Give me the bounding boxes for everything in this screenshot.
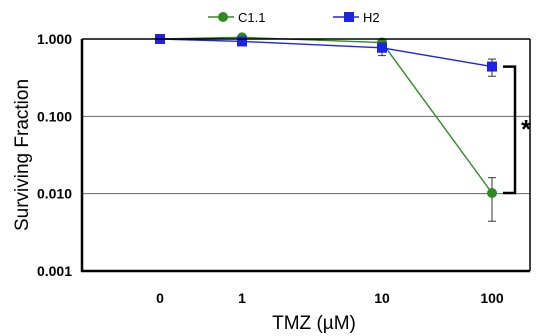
series-line <box>159 36 493 194</box>
x-tick-label: 100 <box>480 290 504 306</box>
legend: C1.1 H2 <box>208 10 380 25</box>
significance-bracket: * <box>503 65 532 195</box>
data-point <box>487 61 497 72</box>
x-tick-label: 10 <box>374 290 390 306</box>
significance-star: * <box>521 114 532 144</box>
y-tick-labels: 1.000 0.100 0.010 0.001 <box>37 31 72 279</box>
series-line <box>159 38 493 68</box>
legend-label: C1.1 <box>238 10 265 25</box>
data-point <box>487 188 497 199</box>
legend-label: H2 <box>363 10 380 25</box>
x-axis-title: TMZ (µM) <box>272 313 356 334</box>
y-axis-title: Surviving Fraction <box>12 79 33 231</box>
legend-item: C1.1 <box>208 10 265 25</box>
data-point <box>237 36 247 47</box>
bracket <box>503 65 517 195</box>
data-series <box>155 32 497 222</box>
x-tick-labels: 0 1 10 100 <box>156 290 504 306</box>
legend-marker <box>344 12 354 22</box>
legend-marker <box>218 12 228 22</box>
y-tick-label: 1.000 <box>37 31 72 47</box>
data-point <box>377 42 387 53</box>
x-tick-label: 0 <box>156 290 164 306</box>
x-tick-label: 1 <box>238 290 246 306</box>
y-tick-label: 0.001 <box>37 263 72 279</box>
series-c1-1 <box>155 32 497 222</box>
y-tick-label: 0.010 <box>37 186 72 202</box>
plot-frame <box>80 38 531 273</box>
y-tick-label: 0.100 <box>37 108 72 124</box>
gridlines <box>82 115 530 195</box>
series-h2 <box>155 34 497 77</box>
legend-item: H2 <box>333 10 380 25</box>
